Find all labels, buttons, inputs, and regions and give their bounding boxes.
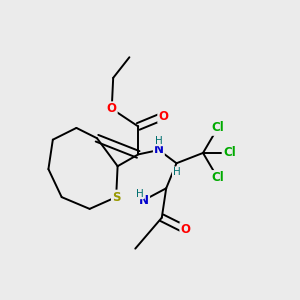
- Text: S: S: [112, 190, 120, 204]
- Text: H: H: [136, 189, 144, 199]
- Text: O: O: [107, 102, 117, 115]
- Text: H: H: [155, 136, 163, 146]
- Text: H: H: [172, 167, 180, 177]
- Text: Cl: Cl: [223, 146, 236, 159]
- Text: Cl: Cl: [211, 172, 224, 184]
- Text: O: O: [158, 110, 168, 123]
- Text: N: N: [139, 194, 149, 207]
- Text: Cl: Cl: [211, 122, 224, 134]
- Text: O: O: [180, 223, 190, 236]
- Text: N: N: [154, 143, 164, 157]
